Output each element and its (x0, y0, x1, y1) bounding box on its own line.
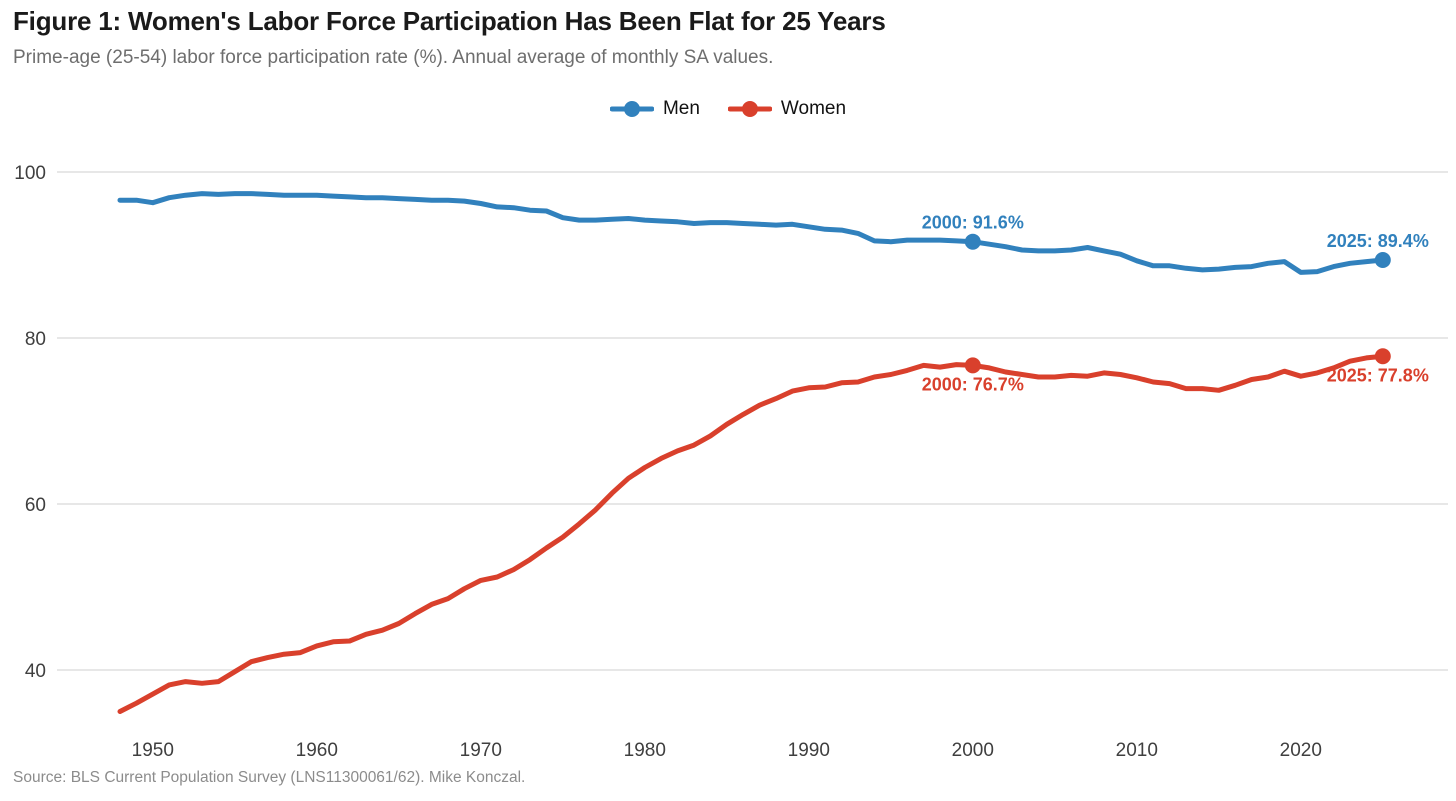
annotation-men-2000: 2000: 91.6% (922, 213, 1024, 233)
y-tick-label-40: 40 (25, 661, 46, 682)
legend-marker-icon (609, 101, 654, 117)
legend-label: Women (780, 98, 847, 119)
x-tick-label-2010: 2010 (1116, 740, 1158, 761)
x-tick-label-1950: 1950 (132, 740, 174, 761)
women-marker-2000 (964, 357, 981, 374)
legend-label: Men (662, 98, 700, 119)
figure-subtitle: Prime-age (25-54) labor force participat… (13, 47, 774, 68)
men-marker-2000 (964, 233, 981, 250)
men-line (117, 191, 1386, 275)
x-tick-label-1980: 1980 (624, 740, 666, 761)
chart-legend: Men Women (0, 98, 1456, 120)
x-tick-label-2020: 2020 (1280, 740, 1322, 761)
annotation-women-2000: 2000: 76.7% (922, 374, 1024, 394)
y-tick-label-80: 80 (25, 329, 46, 350)
legend-marker-icon (727, 101, 772, 117)
x-tick-label-2000: 2000 (952, 740, 994, 761)
figure-source: Source: BLS Current Population Survey (L… (13, 769, 526, 786)
legend-item-women: Women (727, 98, 847, 120)
women-marker-2025 (1374, 348, 1391, 365)
men-marker-2025 (1374, 251, 1391, 268)
y-tick-label-60: 60 (25, 495, 46, 516)
annotation-women-2025: 2025: 77.8% (1327, 365, 1429, 385)
x-tick-label-1970: 1970 (460, 740, 502, 761)
annotation-men-2025: 2025: 89.4% (1327, 231, 1429, 251)
women-line (117, 353, 1386, 714)
y-tick-label-100: 100 (14, 163, 46, 184)
figure-title: Figure 1: Women's Labor Force Participat… (13, 6, 886, 36)
legend-item-men: Men (609, 98, 700, 120)
x-tick-label-1960: 1960 (296, 740, 338, 761)
x-tick-label-1990: 1990 (788, 740, 830, 761)
